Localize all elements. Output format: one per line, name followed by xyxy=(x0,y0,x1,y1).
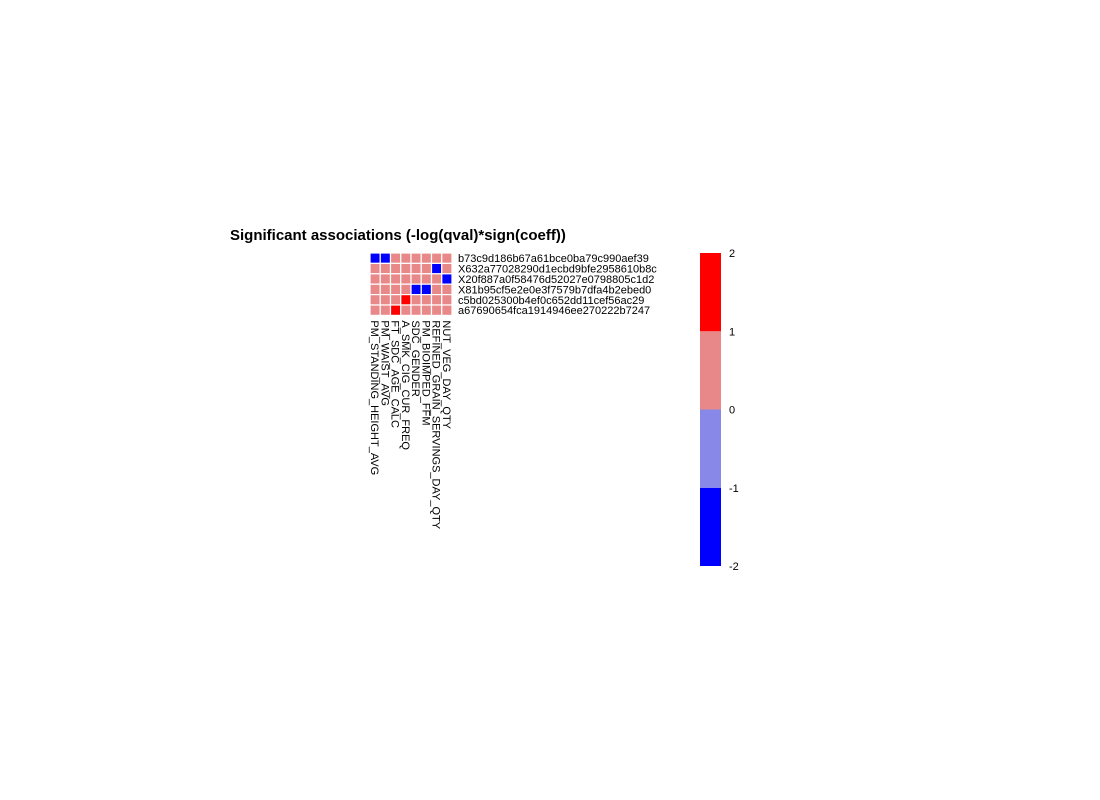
column-label: PM_STANDING_HEIGHT_AVG xyxy=(368,320,380,475)
legend-tick-label: -2 xyxy=(729,561,739,573)
heatmap-cell xyxy=(379,273,392,285)
heatmap-cell xyxy=(400,252,412,264)
heatmap-cell xyxy=(430,273,443,285)
heatmap-cell xyxy=(410,283,422,296)
heatmap-cell xyxy=(389,304,402,316)
heatmap-cell xyxy=(430,283,443,296)
heatmap-cell xyxy=(410,262,422,275)
heatmap-cell xyxy=(369,294,381,306)
heatmap-cell xyxy=(420,252,433,264)
column-label: SDC_GENDER xyxy=(409,320,421,396)
heatmap-cell xyxy=(430,304,443,316)
heatmap-cells xyxy=(369,252,453,316)
heatmap-cell xyxy=(389,294,402,306)
heatmap-cell xyxy=(369,273,381,285)
heatmap-cell xyxy=(379,262,392,275)
heatmap-cell xyxy=(369,262,381,275)
heatmap-cell xyxy=(379,294,392,306)
heatmap-cell xyxy=(441,304,453,316)
legend-swatch xyxy=(700,253,721,332)
heatmap-cell xyxy=(420,294,433,306)
heatmap-cell xyxy=(400,273,412,285)
column-label: PM_WAIST_AVG xyxy=(378,320,390,406)
heatmap-cell xyxy=(400,283,412,296)
heatmap-cell xyxy=(410,294,422,306)
heatmap-cell xyxy=(420,262,433,275)
heatmap-cell xyxy=(430,262,443,275)
column-label: REFINED_GRAIN_SERVINGS_DAY_QTY xyxy=(430,320,442,529)
legend-swatch xyxy=(700,409,721,488)
heatmap-cell xyxy=(369,252,381,264)
heatmap-cell xyxy=(441,273,453,285)
heatmap-cell xyxy=(400,294,412,306)
heatmap-cell xyxy=(410,252,422,264)
heatmap-cell xyxy=(420,273,433,285)
heatmap-cell xyxy=(389,252,402,264)
color-legend: -2 -1 0 1 2 xyxy=(700,248,739,573)
row-label: X632a77028290d1ecbd9bfe2958610b8c xyxy=(458,264,657,276)
column-labels: PM_STANDING_HEIGHT_AVGPM_WAIST_AVGFT_SDC… xyxy=(368,320,452,529)
column-label: A_SMK_CIG_CUR_FREQ xyxy=(399,320,411,450)
row-label: b73c9d186b67a61bce0ba79c990aef39 xyxy=(458,253,649,265)
column-label: FT_SDC_AGE_CALC xyxy=(389,320,401,428)
heatmap-cell xyxy=(420,304,433,316)
heatmap-cell xyxy=(441,294,453,306)
heatmap-cell xyxy=(430,252,443,264)
legend-swatch xyxy=(700,331,721,410)
heatmap-cell xyxy=(400,304,412,316)
row-label: c5bd025300b4ef0c652dd11cef56ac29 xyxy=(458,295,644,307)
heatmap-cell xyxy=(430,294,443,306)
heatmap-cell xyxy=(389,273,402,285)
heatmap-cell xyxy=(441,252,453,264)
heatmap-cell xyxy=(389,283,402,296)
heatmap-cell xyxy=(379,283,392,296)
heatmap-cell xyxy=(379,252,392,264)
heatmap-cell xyxy=(441,283,453,296)
row-label: a67690654fca1914946ee270222b7247 xyxy=(458,305,650,317)
heatmap-cell xyxy=(410,273,422,285)
heatmap-cell xyxy=(410,304,422,316)
row-label: X20f887a0f58476d52027e0798805c1d2 xyxy=(458,274,654,286)
legend-tick-label: -1 xyxy=(729,483,739,495)
heatmap-cell xyxy=(369,283,381,296)
heatmap-cell xyxy=(389,262,402,275)
heatmap-cell xyxy=(420,283,433,296)
column-label: PM_BIOIMPED_FFM xyxy=(419,320,431,425)
legend-tick-label: 2 xyxy=(729,248,735,260)
column-label: NUT_VEG_DAY_QTY xyxy=(440,320,452,429)
heatmap-cell xyxy=(400,262,412,275)
row-label: X81b95cf5e2e0e3f7579b7dfa4b2ebed0 xyxy=(458,284,651,296)
heatmap-cell xyxy=(441,262,453,275)
row-labels: b73c9d186b67a61bce0ba79c990aef39X632a770… xyxy=(458,253,657,317)
legend-tick-label: 1 xyxy=(729,326,735,338)
legend-swatch xyxy=(700,487,721,566)
heatmap-cell xyxy=(369,304,381,316)
heatmap-cell xyxy=(379,304,392,316)
legend-tick-label: 0 xyxy=(729,405,735,417)
chart-title: Significant associations (-log(qval)*sig… xyxy=(230,227,566,244)
